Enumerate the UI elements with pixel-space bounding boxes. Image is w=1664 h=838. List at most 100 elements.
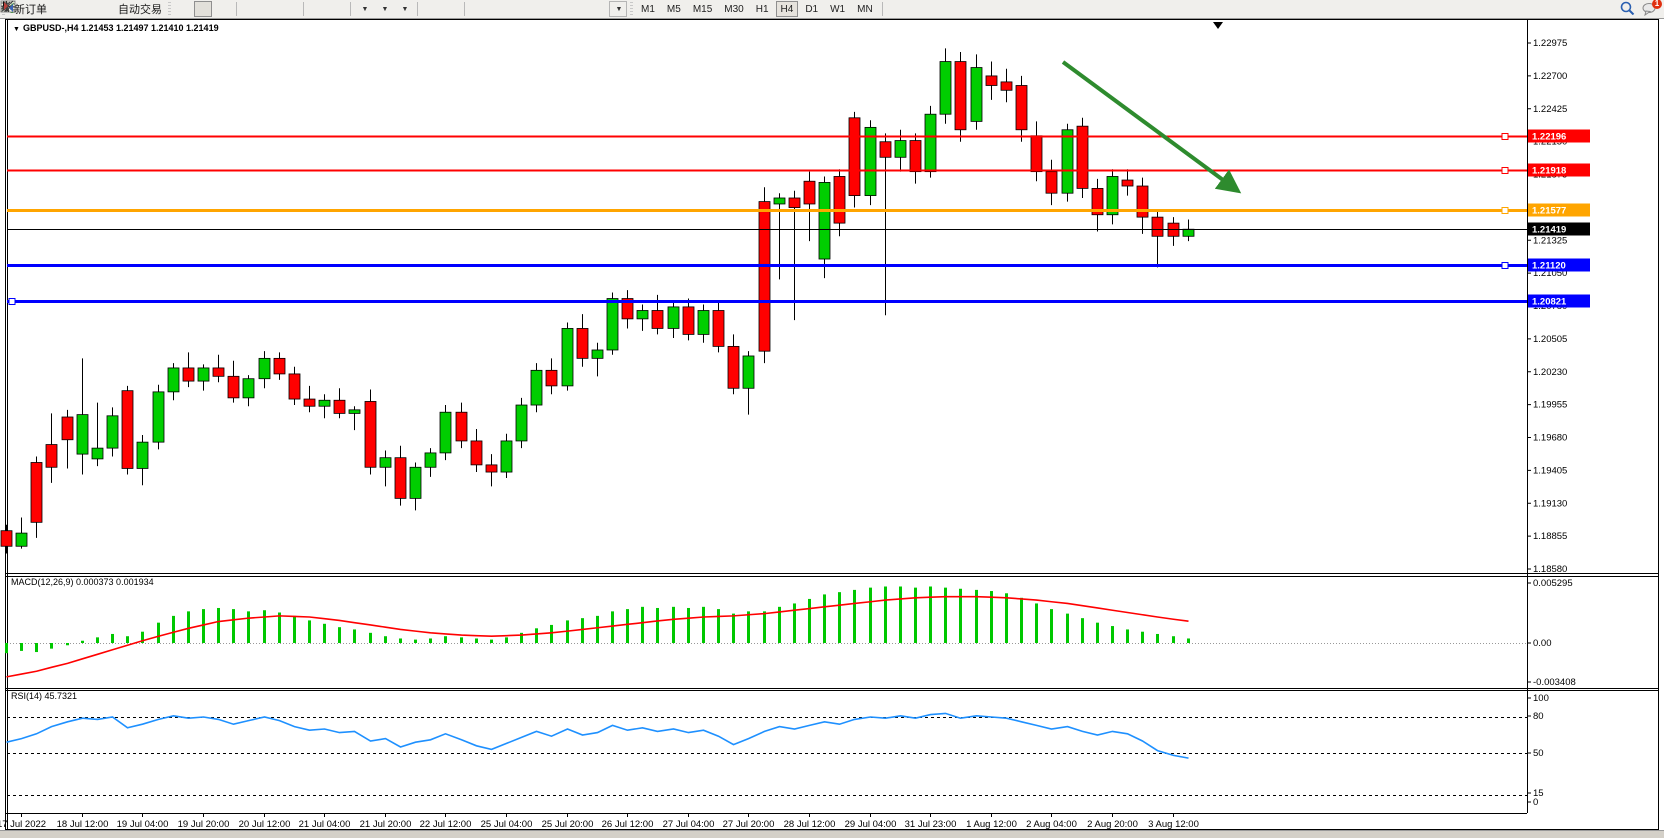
webinar-button[interactable]: [2, 1, 110, 17]
market-watch-button[interactable]: [0, 1, 90, 17]
candle[interactable]: [409, 466, 422, 499]
candle[interactable]: [318, 399, 331, 407]
zoom-out-button[interactable]: [1, 0, 279, 17]
quotes-button[interactable]: [0, 0, 70, 17]
templates-button[interactable]: ▼: [0, 0, 413, 17]
candle[interactable]: [788, 197, 801, 208]
candle[interactable]: [1106, 176, 1119, 216]
candle[interactable]: [1015, 85, 1028, 131]
candle[interactable]: [1030, 135, 1043, 173]
candle[interactable]: [970, 67, 983, 122]
candle[interactable]: [167, 367, 180, 393]
candle[interactable]: [848, 117, 861, 196]
candle[interactable]: [30, 462, 43, 523]
candle[interactable]: [500, 440, 513, 473]
candle[interactable]: [182, 367, 195, 382]
auto-trading-button[interactable]: 自动交易: [0, 1, 165, 17]
candle[interactable]: [773, 197, 786, 205]
label-tool-button[interactable]: T: [0, 0, 607, 17]
candle[interactable]: [864, 126, 877, 196]
timeframe-h1-button[interactable]: H1: [755, 3, 769, 15]
candle[interactable]: [667, 306, 680, 329]
candle[interactable]: [1136, 185, 1149, 218]
candle[interactable]: [1151, 216, 1164, 237]
candle[interactable]: [106, 415, 119, 449]
text-tool-button[interactable]: A: [2, 1, 587, 17]
candle[interactable]: [651, 310, 664, 329]
timeframe-m1-button[interactable]: M1: [641, 3, 655, 15]
candle[interactable]: [1045, 171, 1058, 194]
candle[interactable]: [242, 378, 255, 399]
rsi-line[interactable]: [6, 712, 1189, 759]
timeframe-m15-button[interactable]: M15: [692, 3, 713, 15]
channel-tool-button[interactable]: E: [0, 1, 547, 17]
candle[interactable]: [273, 357, 286, 375]
candle[interactable]: [636, 310, 649, 320]
candle[interactable]: [545, 369, 558, 387]
candle[interactable]: [424, 452, 437, 468]
price-line-handle[interactable]: [1501, 133, 1509, 140]
candlestick-chart-button[interactable]: [1, 1, 212, 17]
candle[interactable]: [697, 310, 710, 335]
candle[interactable]: [76, 414, 89, 455]
candle[interactable]: [803, 180, 816, 205]
candle[interactable]: [61, 416, 74, 441]
candle[interactable]: [1091, 188, 1104, 216]
candle[interactable]: [894, 140, 907, 158]
search-button[interactable]: [1620, 1, 1639, 17]
horizontal-line-tool-button[interactable]: [1, 1, 507, 17]
price-line-handle[interactable]: [8, 298, 16, 305]
chart-collapse-icon[interactable]: ▼: [13, 26, 20, 33]
trendline-tool-button[interactable]: [0, 0, 527, 17]
chart-canvas[interactable]: 1.229751.227001.224251.221501.218751.216…: [0, 19, 1664, 837]
candle[interactable]: [1061, 129, 1074, 194]
timeframe-w1-button[interactable]: W1: [830, 3, 846, 15]
candle[interactable]: [515, 404, 528, 442]
candle[interactable]: [1000, 81, 1013, 91]
macd-signal-line[interactable]: [6, 595, 1189, 678]
add-indicator-button[interactable]: ▼: [0, 1, 373, 17]
candle[interactable]: [288, 373, 301, 400]
candle[interactable]: [379, 457, 392, 468]
candle[interactable]: [1121, 179, 1134, 187]
candle[interactable]: [0, 530, 13, 547]
tile-windows-button[interactable]: [0, 0, 299, 17]
candle[interactable]: [258, 357, 271, 380]
candle[interactable]: [1076, 125, 1089, 189]
candle[interactable]: [909, 140, 922, 173]
candle[interactable]: [15, 532, 28, 547]
arrows-tool-button[interactable]: ▼: [4, 1, 627, 17]
candle[interactable]: [212, 367, 225, 377]
candle[interactable]: [455, 411, 468, 442]
candle[interactable]: [394, 457, 407, 499]
candle[interactable]: [91, 447, 104, 460]
candle[interactable]: [576, 328, 589, 359]
candle[interactable]: [1182, 228, 1195, 237]
candle[interactable]: [333, 399, 346, 414]
candle[interactable]: [924, 113, 937, 173]
candle[interactable]: [348, 409, 361, 414]
price-line-handle[interactable]: [1501, 167, 1509, 174]
candle[interactable]: [227, 375, 240, 399]
candle[interactable]: [818, 182, 831, 260]
candle[interactable]: [364, 401, 377, 468]
candle[interactable]: [439, 411, 452, 454]
candle[interactable]: [45, 444, 58, 468]
periods-button[interactable]: ▼: [1, 1, 393, 17]
chart-shift-button[interactable]: [0, 1, 346, 17]
candle[interactable]: [136, 441, 149, 469]
candle[interactable]: [152, 391, 165, 443]
candle[interactable]: [303, 398, 316, 407]
candle[interactable]: [758, 201, 771, 352]
notifications-button[interactable]: 1: [1641, 0, 1662, 17]
vertical-line-tool-button[interactable]: [4, 1, 487, 17]
candle[interactable]: [879, 141, 892, 158]
candle[interactable]: [833, 176, 846, 224]
candle[interactable]: [621, 298, 634, 320]
candle[interactable]: [954, 61, 967, 131]
timeframe-m30-button[interactable]: M30: [724, 3, 744, 15]
fibonacci-tool-button[interactable]: F: [1, 1, 567, 17]
price-line-handle[interactable]: [1501, 207, 1509, 214]
candle[interactable]: [606, 298, 619, 351]
price-line-handle[interactable]: [1501, 262, 1509, 269]
